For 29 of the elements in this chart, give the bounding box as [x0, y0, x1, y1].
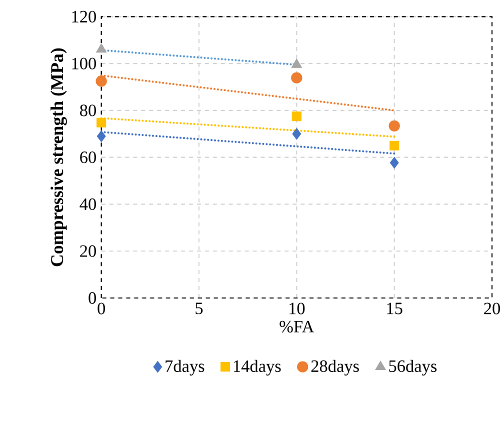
point — [96, 43, 107, 53]
point — [388, 120, 400, 132]
point — [96, 130, 106, 142]
point — [292, 128, 302, 140]
x-tick-label: 10 — [290, 302, 305, 314]
legend-label: 7days — [166, 360, 204, 376]
point — [291, 72, 302, 84]
x-axis-title: %FA — [280, 320, 314, 333]
y-tick-label: 120 — [72, 10, 96, 22]
y-tick-label: 60 — [80, 152, 96, 164]
x-tick-label: 5 — [196, 302, 203, 314]
x-tick-label: 0 — [98, 302, 105, 314]
point — [96, 118, 106, 128]
x-tick-label: 15 — [387, 302, 402, 314]
legend-label: 14days — [234, 360, 281, 376]
y-tick-label: 100 — [72, 58, 96, 70]
point — [291, 58, 302, 68]
y-axis-title: Compressive strength (MPa) — [50, 48, 67, 266]
point — [292, 112, 302, 122]
y-tick-label: 0 — [88, 292, 96, 304]
legend-label: 56days — [389, 360, 437, 376]
x-tick-label: 20 — [484, 302, 500, 314]
legend-label: 28days — [311, 360, 359, 376]
y-tick-label: 80 — [80, 104, 96, 116]
y-tick-label: 20 — [80, 245, 96, 257]
point — [390, 156, 399, 169]
y-tick-label: 40 — [80, 198, 96, 210]
point — [390, 140, 400, 150]
point — [96, 76, 107, 87]
